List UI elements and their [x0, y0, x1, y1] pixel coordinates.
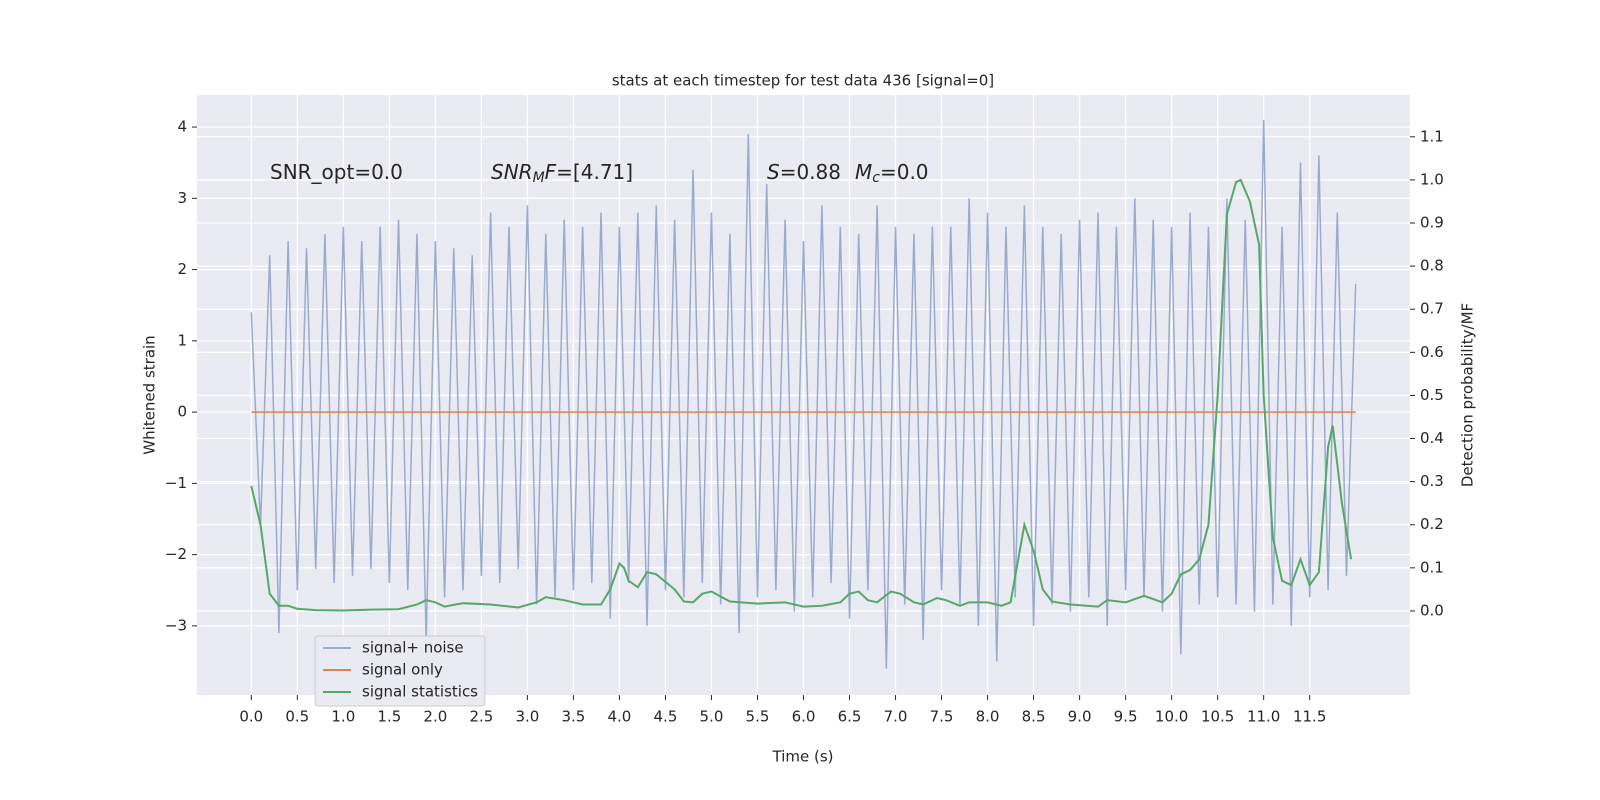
annotation: SNR_opt=0.0	[270, 160, 403, 184]
x-tick-label: 8.0	[976, 708, 1000, 726]
x-tick-label: 1.5	[377, 708, 401, 726]
y2-tick-label: 0.8	[1420, 257, 1444, 275]
y2-tick-label: 0.7	[1420, 300, 1444, 318]
y-axis-label: Whitened strain	[141, 335, 159, 454]
x-tick-label: 6.5	[838, 708, 862, 726]
x-tick-label: 5.5	[746, 708, 770, 726]
annotation: S=0.88 Mc=0.0	[767, 160, 929, 187]
annotation-part: =[4.71]	[556, 160, 633, 184]
y-tick-label: 3	[177, 189, 187, 207]
x-tick-label: 10.5	[1201, 708, 1234, 726]
annotation-part: =0.0	[880, 160, 929, 184]
x-tick-label: 3.5	[561, 708, 585, 726]
x-tick-label: 5.0	[700, 708, 724, 726]
annotation: SNRMF=[4.71]	[491, 160, 633, 187]
y2-axis-label: Detection probability/MF	[1459, 303, 1477, 487]
x-tick-label: 4.5	[654, 708, 678, 726]
y2-tick-label: 0.1	[1420, 558, 1444, 576]
series-line	[250, 119, 1357, 669]
legend-label: signal statistics	[362, 683, 478, 701]
x-tick-label: 0.0	[239, 708, 263, 726]
annotation-part: SNR_opt=0.0	[270, 160, 403, 184]
x-tick-label: 6.0	[792, 708, 816, 726]
legend-label: signal+ noise	[362, 639, 464, 657]
y2-tick-label: 0.5	[1420, 386, 1444, 404]
annotation-part: SNR	[491, 160, 533, 184]
legend: signal+ noise signal only signal statistic…	[314, 635, 486, 707]
marks	[250, 119, 1357, 669]
x-tick-label: 7.0	[884, 708, 908, 726]
x-tick-label: 11.0	[1247, 708, 1280, 726]
y-tick-label: −3	[165, 616, 187, 634]
x-tick-label: 9.0	[1068, 708, 1092, 726]
annotation-part: S	[767, 160, 780, 184]
legend-box	[314, 635, 486, 707]
x-tick-label: 9.5	[1114, 708, 1138, 726]
x-tick-label: 8.5	[1022, 708, 1046, 726]
chart-title: stats at each timestep for test data 436…	[612, 72, 994, 90]
y-tick-label: 1	[177, 331, 187, 349]
annotation-part: F	[545, 160, 557, 184]
series-line	[250, 178, 1353, 612]
y2-tick-label: 0.0	[1420, 601, 1444, 619]
y-tick-label: 4	[177, 118, 187, 136]
annotations: SNR_opt=0.0 SNRMF=[4.71] S=0.88 Mc=0.0	[270, 160, 929, 187]
y2-tick-label: 0.4	[1420, 429, 1444, 447]
annotation-part: =0.88	[780, 160, 841, 184]
annotation-part: M	[855, 160, 872, 184]
y2-tick-label: 0.9	[1420, 214, 1444, 232]
y-tick-label: 2	[177, 260, 187, 278]
x-tick-label: 1.0	[331, 708, 355, 726]
x-tick-label: 11.5	[1293, 708, 1326, 726]
y-tick-label: −1	[165, 474, 187, 492]
x-tick-label: 2.0	[423, 708, 447, 726]
y2-tick-label: 1.1	[1420, 127, 1444, 145]
x-tick-label: 10.0	[1155, 708, 1188, 726]
x-axis-label: Time (s)	[772, 748, 834, 766]
y-tick-label: −2	[165, 545, 187, 563]
annotation-part: c	[872, 170, 880, 186]
y2-tick-label: 0.2	[1420, 515, 1444, 533]
x-tick-label: 2.5	[469, 708, 493, 726]
legend-label: signal only	[362, 661, 443, 679]
annotation-part: M	[533, 170, 545, 186]
y-tick-label: 0	[177, 403, 187, 421]
y2-tick-label: 0.6	[1420, 343, 1444, 361]
y2-tick-label: 0.3	[1420, 472, 1444, 490]
x-tick-label: 4.0	[608, 708, 632, 726]
x-tick-label: 0.5	[285, 708, 309, 726]
x-tick-label: 3.0	[515, 708, 539, 726]
x-tick-label: 7.5	[930, 708, 954, 726]
y2-tick-label: 1.0	[1420, 170, 1444, 188]
